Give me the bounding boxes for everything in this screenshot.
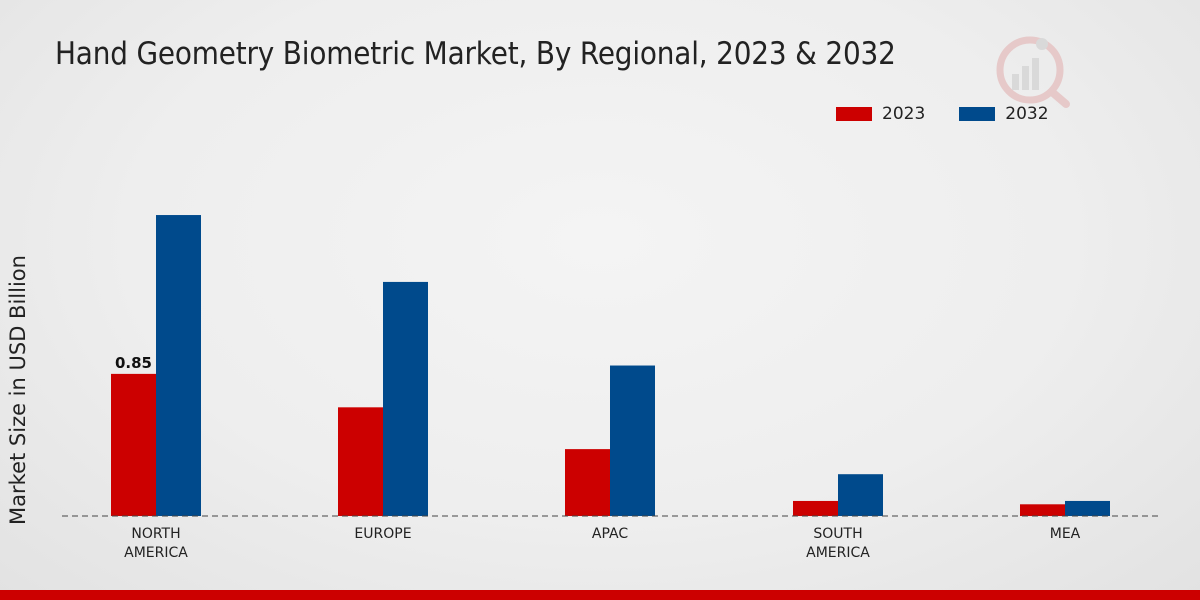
legend-item-2023: 2023 <box>836 104 925 124</box>
legend-item-2032: 2032 <box>959 104 1049 124</box>
market-research-logo-icon <box>996 36 1070 108</box>
x-tick-label-3-1: AMERICA <box>806 545 870 561</box>
bar-2032-2 <box>610 365 655 516</box>
bar-2032-4 <box>1065 500 1110 516</box>
bar-2023-2 <box>565 449 610 516</box>
bar-2023-4 <box>1020 504 1065 516</box>
chart-legend: 2023 2032 <box>836 104 1083 124</box>
x-tick-label-2-0: APAC <box>592 526 628 542</box>
legend-swatch-2032 <box>959 107 996 121</box>
bar-2032-0 <box>156 215 201 517</box>
x-tick-label-0-0: NORTH <box>131 526 180 542</box>
bar-2023-1 <box>338 407 383 516</box>
x-tick-label-1-0: EUROPE <box>354 526 411 542</box>
data-label-2023-0: 0.85 <box>115 354 152 372</box>
bar-2023-3 <box>793 500 838 516</box>
x-tick-label-4-0: MEA <box>1050 526 1081 542</box>
bottom-accent-bar <box>0 590 1200 600</box>
legend-swatch-2023 <box>836 107 872 121</box>
legend-label-2023: 2023 <box>882 104 926 124</box>
bar-2023-0 <box>111 373 156 516</box>
bar-2032-1 <box>383 281 428 516</box>
chart-title: Hand Geometry Biometric Market, By Regio… <box>55 36 896 72</box>
x-tick-label-3-0: SOUTH <box>813 526 862 542</box>
legend-label-2032: 2032 <box>1005 104 1049 124</box>
x-tick-label-0-1: AMERICA <box>124 545 188 561</box>
bar-2032-3 <box>838 474 883 516</box>
